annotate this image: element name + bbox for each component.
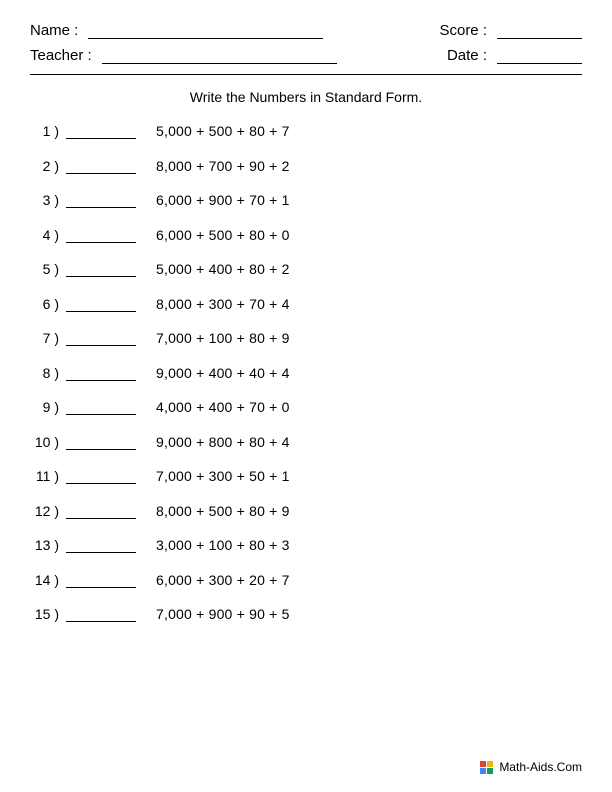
footer-logo-icon: [480, 761, 493, 774]
problem-expression: 8,000 + 300 + 70 + 4: [156, 296, 290, 312]
teacher-input-line[interactable]: [102, 63, 337, 64]
problem-row: 1 ) 5,000 + 500 + 80 + 7: [32, 123, 582, 139]
problem-number: 10 ): [32, 434, 62, 450]
problem-expression: 8,000 + 700 + 90 + 2: [156, 158, 290, 174]
answer-input-line[interactable]: [66, 138, 136, 139]
problem-expression: 6,000 + 900 + 70 + 1: [156, 192, 290, 208]
problem-row: 2 ) 8,000 + 700 + 90 + 2: [32, 158, 582, 174]
answer-input-line[interactable]: [66, 242, 136, 243]
answer-input-line[interactable]: [66, 414, 136, 415]
problem-number: 2 ): [32, 158, 62, 174]
answer-input-line[interactable]: [66, 552, 136, 553]
problem-number: 8 ): [32, 365, 62, 381]
score-field: Score :: [439, 22, 582, 39]
date-field: Date :: [447, 47, 582, 64]
problem-row: 7 ) 7,000 + 100 + 80 + 9: [32, 330, 582, 346]
problem-row: 5 ) 5,000 + 400 + 80 + 2: [32, 261, 582, 277]
date-input-line[interactable]: [497, 63, 582, 64]
problem-expression: 9,000 + 800 + 80 + 4: [156, 434, 290, 450]
header-row-2: Teacher : Date :: [30, 47, 582, 64]
problem-row: 14 ) 6,000 + 300 + 20 + 7: [32, 572, 582, 588]
instruction-text: Write the Numbers in Standard Form.: [30, 89, 582, 105]
problem-row: 15 ) 7,000 + 900 + 90 + 5: [32, 606, 582, 622]
problem-number: 1 ): [32, 123, 62, 139]
problem-expression: 6,000 + 500 + 80 + 0: [156, 227, 290, 243]
problem-number: 3 ): [32, 192, 62, 208]
problem-row: 4 ) 6,000 + 500 + 80 + 0: [32, 227, 582, 243]
score-label: Score :: [439, 22, 487, 39]
footer: Math-Aids.Com: [480, 760, 582, 774]
problem-number: 11 ): [32, 468, 62, 484]
problem-number: 7 ): [32, 330, 62, 346]
problem-number: 13 ): [32, 537, 62, 553]
score-input-line[interactable]: [497, 38, 582, 39]
answer-input-line[interactable]: [66, 311, 136, 312]
problem-number: 5 ): [32, 261, 62, 277]
problem-expression: 9,000 + 400 + 40 + 4: [156, 365, 290, 381]
problem-number: 6 ): [32, 296, 62, 312]
answer-input-line[interactable]: [66, 518, 136, 519]
problem-row: 8 ) 9,000 + 400 + 40 + 4: [32, 365, 582, 381]
problem-row: 6 ) 8,000 + 300 + 70 + 4: [32, 296, 582, 312]
answer-input-line[interactable]: [66, 621, 136, 622]
problem-expression: 7,000 + 100 + 80 + 9: [156, 330, 290, 346]
problem-expression: 3,000 + 100 + 80 + 3: [156, 537, 290, 553]
problem-row: 9 ) 4,000 + 400 + 70 + 0: [32, 399, 582, 415]
problem-number: 15 ): [32, 606, 62, 622]
name-label: Name :: [30, 22, 78, 39]
answer-input-line[interactable]: [66, 449, 136, 450]
problems-list: 1 ) 5,000 + 500 + 80 + 7 2 ) 8,000 + 700 + …: [30, 123, 582, 622]
name-field: Name :: [30, 22, 323, 39]
problem-number: 12 ): [32, 503, 62, 519]
problem-expression: 7,000 + 900 + 90 + 5: [156, 606, 290, 622]
problem-row: 12 ) 8,000 + 500 + 80 + 9: [32, 503, 582, 519]
date-label: Date :: [447, 47, 487, 64]
problem-row: 3 ) 6,000 + 900 + 70 + 1: [32, 192, 582, 208]
answer-input-line[interactable]: [66, 207, 136, 208]
answer-input-line[interactable]: [66, 587, 136, 588]
problem-expression: 6,000 + 300 + 20 + 7: [156, 572, 290, 588]
teacher-field: Teacher :: [30, 47, 337, 64]
answer-input-line[interactable]: [66, 483, 136, 484]
name-input-line[interactable]: [88, 38, 323, 39]
header-divider: [30, 74, 582, 75]
problem-row: 10 ) 9,000 + 800 + 80 + 4: [32, 434, 582, 450]
answer-input-line[interactable]: [66, 276, 136, 277]
problem-expression: 7,000 + 300 + 50 + 1: [156, 468, 290, 484]
problem-expression: 4,000 + 400 + 70 + 0: [156, 399, 290, 415]
footer-text: Math-Aids.Com: [499, 760, 582, 774]
problem-number: 9 ): [32, 399, 62, 415]
problem-expression: 8,000 + 500 + 80 + 9: [156, 503, 290, 519]
header-row-1: Name : Score :: [30, 22, 582, 39]
teacher-label: Teacher :: [30, 47, 92, 64]
problem-row: 11 ) 7,000 + 300 + 50 + 1: [32, 468, 582, 484]
answer-input-line[interactable]: [66, 173, 136, 174]
problem-row: 13 ) 3,000 + 100 + 80 + 3: [32, 537, 582, 553]
answer-input-line[interactable]: [66, 380, 136, 381]
problem-expression: 5,000 + 500 + 80 + 7: [156, 123, 290, 139]
answer-input-line[interactable]: [66, 345, 136, 346]
problem-number: 14 ): [32, 572, 62, 588]
problem-expression: 5,000 + 400 + 80 + 2: [156, 261, 290, 277]
problem-number: 4 ): [32, 227, 62, 243]
